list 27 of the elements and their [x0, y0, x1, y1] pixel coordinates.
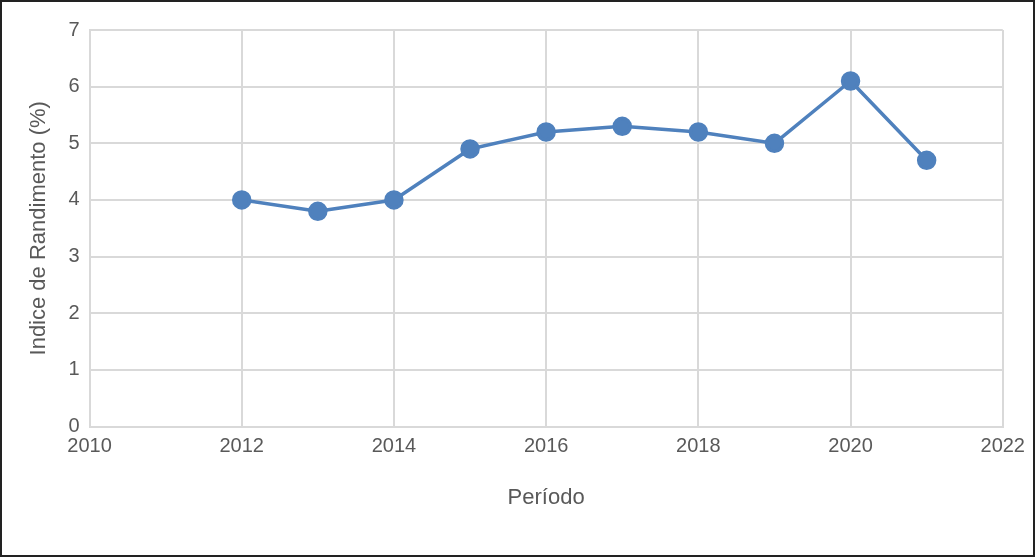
point: [308, 201, 328, 222]
y-tick-label: 4: [68, 187, 80, 210]
y-tick-label: 5: [68, 130, 80, 153]
x-tick-label: 2020: [828, 434, 873, 457]
y-tick-label: 7: [68, 17, 80, 40]
point: [764, 133, 785, 154]
point: [916, 150, 937, 171]
y-tick-label: 3: [68, 244, 80, 267]
x-tick-label: 2014: [371, 434, 417, 457]
x-axis-title: Período: [507, 483, 585, 509]
y-tick-label: 0: [68, 414, 80, 437]
point: [384, 190, 404, 210]
point: [460, 139, 480, 159]
point: [612, 116, 632, 137]
y-axis-title: Indice de Randimento (%): [25, 101, 51, 356]
point: [231, 190, 252, 210]
x-tick-label: 2010: [67, 434, 112, 457]
x-tick-label: 2018: [676, 434, 721, 457]
x-tick-label: 2012: [219, 434, 264, 457]
x-tick-label: 2022: [980, 434, 1025, 457]
x-tick-label: 2016: [523, 434, 569, 457]
point: [840, 71, 861, 91]
y-tick-label: 1: [68, 357, 80, 380]
point: [688, 122, 709, 142]
point: [536, 122, 556, 142]
y-tick-label: 6: [68, 74, 80, 97]
y-tick-label: 2: [68, 300, 80, 323]
